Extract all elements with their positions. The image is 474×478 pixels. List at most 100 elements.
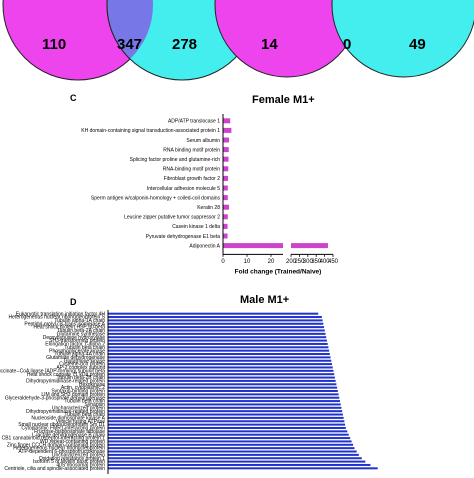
category-label: KH domain-containing signal transduction… bbox=[81, 128, 220, 134]
venn-diagram-left: 110 347 278 bbox=[0, 0, 258, 81]
category-label: Heterogeneous nuclear ribonucleoprotein bbox=[13, 446, 105, 452]
bar bbox=[223, 243, 283, 249]
category-label: Tubulin alpha-4A chain bbox=[54, 352, 105, 358]
bar bbox=[108, 393, 339, 396]
category-label: Serum albumin bbox=[186, 138, 220, 144]
x-tick-label: 350 bbox=[311, 259, 322, 265]
bar bbox=[108, 426, 346, 429]
bar bbox=[108, 467, 378, 470]
bar bbox=[108, 349, 330, 352]
category-label: LIM and SH3 domain protein bbox=[41, 392, 105, 398]
bar bbox=[108, 403, 341, 406]
bar bbox=[108, 312, 319, 315]
x-tick-label: 450 bbox=[328, 259, 339, 265]
category-label: Tubulin beta-2B chain bbox=[57, 375, 106, 381]
bar bbox=[108, 389, 338, 393]
category-label: Peptidyl-prolyl cis-trans isomerase A bbox=[24, 321, 105, 327]
bar bbox=[108, 416, 344, 419]
category-label: Tubulin beta chain bbox=[64, 345, 105, 351]
bar bbox=[223, 156, 229, 162]
bar bbox=[108, 359, 332, 362]
category-label: Zinc finger CCCH domain-containing prote… bbox=[7, 442, 105, 448]
category-label: Isoform 5 of Myelin basic protein bbox=[33, 459, 105, 465]
category-label: 40S ribosomal protein bbox=[56, 463, 105, 469]
category-label: Casein kinase 1 delta bbox=[172, 224, 220, 230]
category-label: Deoxyhypusine hydroxylase bbox=[43, 335, 105, 341]
category-label: Tubulin alpha-1A chain bbox=[54, 318, 105, 324]
category-label: Keratin 28 bbox=[197, 205, 220, 211]
bar bbox=[108, 410, 343, 413]
bar bbox=[108, 316, 322, 319]
category-label: Glutamate dehydrogenase bbox=[46, 355, 105, 361]
bar bbox=[223, 127, 232, 133]
category-label: Cysteine-rich protein bbox=[59, 362, 105, 368]
category-label: Intercellular adhesion molecule 5 bbox=[147, 186, 220, 192]
category-label: Synapsin bbox=[84, 402, 105, 408]
bar bbox=[223, 118, 231, 124]
x-tick-label: 400 bbox=[320, 259, 331, 265]
bar bbox=[108, 396, 340, 399]
bar bbox=[108, 386, 338, 389]
category-label: Fibroblast growth factor 2 bbox=[164, 176, 221, 182]
x-tick-label: 0 bbox=[221, 259, 225, 265]
category-label: Nucleoside diphosphate kinase A bbox=[31, 415, 105, 421]
bar bbox=[108, 332, 326, 335]
bar bbox=[108, 383, 337, 386]
category-label: Tubulin beta chain bbox=[64, 399, 105, 405]
bar bbox=[223, 223, 228, 229]
venn-left-a-count: 110 bbox=[42, 36, 67, 53]
category-label: Vesicle fusing ATPase bbox=[56, 419, 105, 425]
venn-diagram-right: 14 0 49 bbox=[214, 0, 474, 80]
male-bar-chart: Eukaryotic translation initiation factor… bbox=[0, 310, 378, 474]
bar bbox=[108, 413, 343, 416]
category-label: Pyruvate dehydrogenase E1 beta bbox=[146, 234, 220, 240]
panel-d-letter: D bbox=[70, 297, 77, 307]
category-label: Leucine zipper putative tumor suppressor… bbox=[124, 215, 220, 221]
bar bbox=[108, 420, 345, 423]
bar bbox=[108, 463, 371, 466]
bar bbox=[223, 204, 229, 210]
bar bbox=[108, 433, 349, 436]
category-label: Tubulin beta-2A chain bbox=[57, 328, 105, 334]
bar bbox=[108, 336, 327, 339]
category-label: Small nuclear ribonucleoprotein Sm D1 bbox=[18, 422, 105, 428]
female-bar-chart: ADP/ATP translocase 1 KH domain-containin… bbox=[81, 114, 339, 275]
category-label: WD repeat-containing protein bbox=[40, 439, 105, 445]
bar bbox=[108, 430, 348, 433]
category-label: Fructose-bisphosphate aldolase bbox=[34, 429, 105, 435]
bar bbox=[291, 243, 328, 249]
category-label: ATP-dependent 6-phosphofructokinase bbox=[18, 449, 105, 455]
bar bbox=[223, 137, 229, 143]
category-label: Succinate--CoA ligase [ADP-forming] subu… bbox=[0, 368, 105, 374]
category-label: SH3-transforming protein bbox=[49, 338, 105, 344]
bar bbox=[108, 376, 335, 379]
x-axis-title: Fold change (Trained/Naive) bbox=[235, 268, 322, 275]
category-label: AP-2 complex subunit bbox=[56, 365, 105, 371]
panel-c-title: Female M1+ bbox=[252, 94, 315, 106]
bar bbox=[108, 353, 330, 356]
venn-right-circle-b bbox=[331, 0, 474, 78]
category-label: RNA binding motif protein bbox=[163, 147, 220, 153]
category-label: Hexokinase bbox=[79, 382, 105, 388]
category-label: Dihydropyrimidinase-related protein bbox=[26, 379, 105, 385]
category-label: Syntaxin-binding protein bbox=[51, 389, 105, 395]
bar bbox=[108, 423, 346, 426]
bar bbox=[108, 437, 351, 440]
venn-right-a-count: 14 bbox=[261, 36, 278, 53]
venn-left-b-count: 278 bbox=[172, 36, 198, 53]
bar bbox=[108, 339, 327, 342]
bar bbox=[108, 346, 329, 349]
category-label: Heat shock protein HSP 90-beta bbox=[33, 325, 105, 331]
bar bbox=[108, 356, 331, 359]
bar bbox=[108, 373, 335, 376]
category-label: Tubulin beta chain bbox=[64, 412, 105, 418]
bar bbox=[108, 453, 359, 456]
bar bbox=[223, 195, 228, 201]
x-tick-label: 10 bbox=[244, 259, 251, 265]
category-label: L-lactate dehydrogenase B chain bbox=[32, 432, 105, 438]
bar bbox=[108, 406, 342, 409]
venn-right-b-count: 49 bbox=[409, 36, 426, 53]
bar bbox=[108, 460, 366, 463]
bar bbox=[108, 342, 328, 345]
category-label: Centriole, cilia and spindle-associated … bbox=[4, 466, 105, 472]
